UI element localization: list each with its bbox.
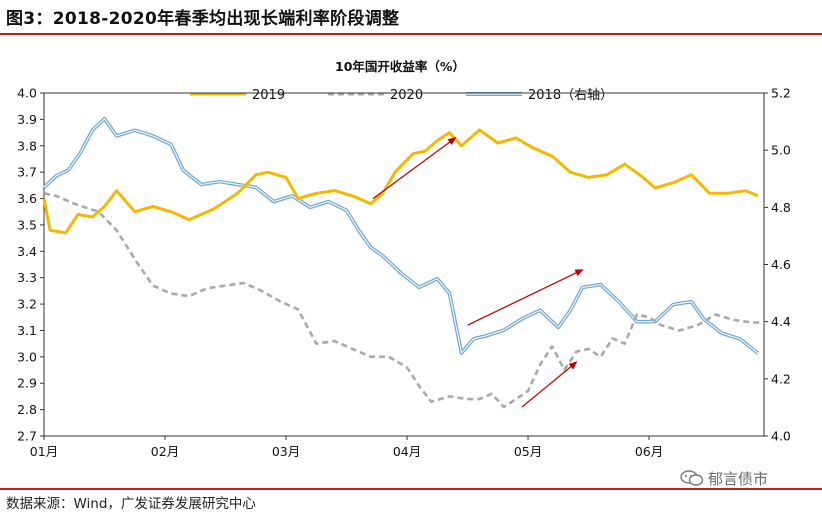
y-left-tick-label: 3.8 (17, 138, 37, 153)
y-left-tick-label: 3.4 (17, 244, 37, 259)
wechat-icon (680, 470, 704, 486)
x-tick-label: 04月 (393, 444, 421, 459)
x-tick-label: 01月 (30, 444, 58, 459)
y-left-tick-label: 3.6 (17, 191, 37, 206)
trend-arrow-2 (467, 269, 584, 326)
y-right-tick-label: 5.0 (771, 143, 791, 158)
y-right-tick-label: 4.8 (771, 200, 791, 215)
watermark-text: 郁言债市 (708, 470, 769, 488)
x-tick-label: 06月 (635, 444, 663, 459)
source-note: 数据来源：Wind，广发证券发展研究中心 (6, 496, 256, 512)
y-right-tick-label: 4.4 (771, 314, 791, 329)
legend-label-2018: 2018（右轴） (528, 88, 613, 103)
y-left-tick-label: 3.3 (17, 270, 37, 285)
trend-arrow-3 (521, 361, 578, 408)
y-left-tick-label: 3.5 (17, 217, 37, 232)
watermark: 郁言债市 (680, 468, 768, 489)
y-left-tick-label: 3.7 (17, 165, 37, 180)
y-left-tick-label: 3.0 (17, 349, 37, 364)
chart-legend: 2019 2020 2018（右轴） (190, 88, 613, 103)
y-left-tick-label: 3.2 (17, 297, 37, 312)
legend-label-2019: 2019 (252, 88, 285, 103)
x-tick-label: 02月 (151, 444, 179, 459)
series-line-2018 (42, 116, 760, 355)
y-left-tick-label: 3.1 (17, 323, 37, 338)
trend-arrow-1 (372, 137, 457, 200)
series-line-2019 (42, 128, 759, 235)
x-tick-label: 05月 (514, 444, 542, 459)
footer-divider (0, 488, 822, 490)
y-left-tick-label: 4.0 (17, 86, 37, 101)
chart-title: 10年国开收益率（%） (335, 59, 465, 74)
y-left-tick-label: 2.7 (17, 429, 37, 444)
y-left-tick-label: 2.8 (17, 402, 37, 417)
y-left-tick-label: 2.9 (17, 376, 37, 391)
y-right-tick-label: 4.0 (771, 429, 791, 444)
plot-frame (43, 92, 765, 437)
legend-label-2020: 2020 (390, 88, 423, 103)
x-tick-label: 03月 (272, 444, 300, 459)
y-left-tick-label: 3.9 (17, 112, 37, 127)
y-right-tick-label: 5.2 (771, 86, 791, 101)
series-line-2020 (43, 192, 764, 409)
y-right-tick-label: 4.6 (771, 257, 791, 272)
series-line-2018-inner (43, 118, 759, 354)
figure-title: 图3：2018-2020年春季均出现长端利率阶段调整 (6, 9, 400, 29)
y-right-tick-label: 4.2 (771, 371, 791, 386)
title-divider (0, 33, 822, 35)
